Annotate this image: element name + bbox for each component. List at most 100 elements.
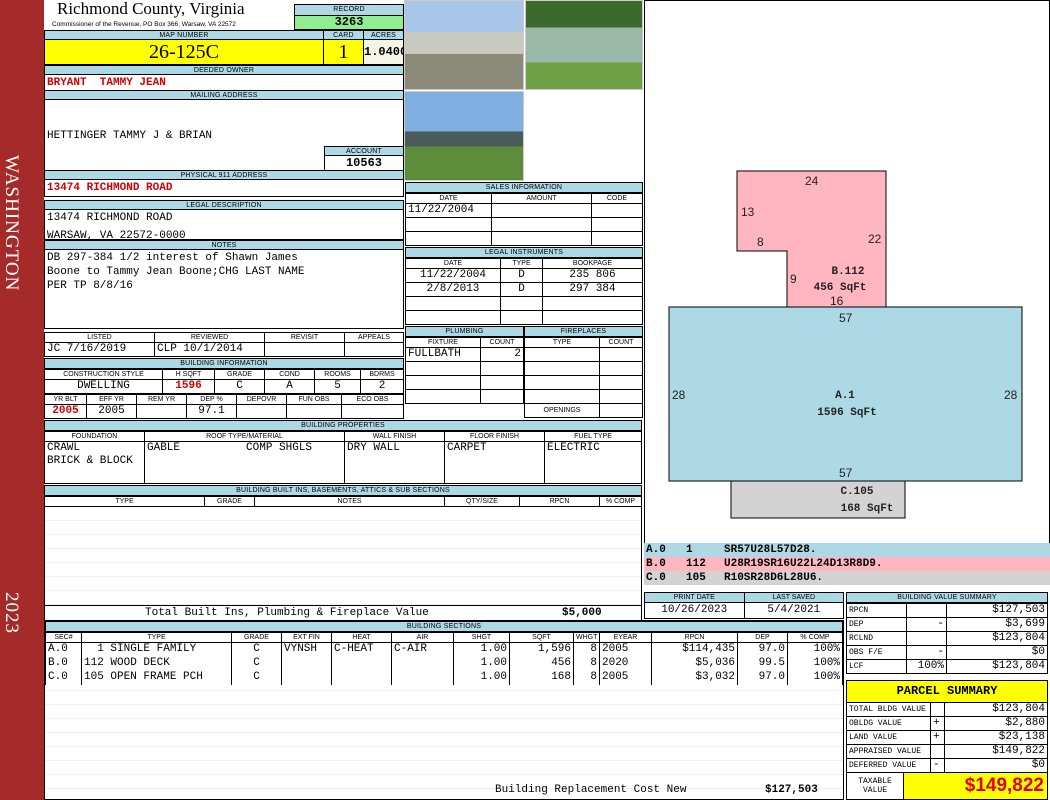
taxable-label: TAXABLE VALUE [846, 772, 904, 800]
sales-row-cell [591, 203, 643, 218]
column-header: SHGT [453, 632, 510, 643]
properties-label: BUILDING PROPERTIES [44, 420, 642, 431]
column-header: SEC# [45, 632, 82, 643]
parcel-summary-row-cell: APPRAISED VALUE [846, 744, 931, 759]
column-header: DEP % [186, 394, 237, 405]
plumbing-row: FULLBATH 2 [405, 347, 524, 362]
sales-row-cell [491, 203, 592, 218]
sections-label: BUILDING SECTIONS [45, 621, 843, 632]
legal-description: 13474 RICHMOND ROAD [44, 209, 404, 240]
sketch-code: 1 [686, 544, 693, 556]
sketch-code: U28R19SR16U22L24D13R8D9. [724, 558, 883, 570]
section-row-cell: 456 [509, 656, 574, 671]
dim-label: 24 [805, 174, 819, 188]
section-area: 1596 SqFt [817, 407, 876, 419]
building-info-value [236, 404, 287, 419]
review-value [264, 342, 345, 357]
value-summary-row-cell: $123,804 [946, 631, 1048, 646]
property-photo-house-front[interactable] [404, 91, 524, 181]
property-value: CRAWL BRICK & BLOCK [44, 441, 145, 484]
sketch-section-a[interactable] [668, 306, 1023, 482]
sales-row [405, 231, 643, 246]
instrument-row-cell [542, 310, 643, 325]
section-row-cell [391, 656, 454, 671]
dim-label: 8 [757, 235, 764, 249]
last-saved-label: LAST SAVED [743, 592, 844, 603]
parcel-summary-row-cell: $2,880 [944, 716, 1048, 731]
print-date-label: PRINT DATE [644, 592, 745, 603]
builtins-total-label: Total Built Ins, Plumbing & Fireplace Va… [145, 607, 429, 619]
section-row: A.0 1 SINGLE FAMILY C VYNSH C-HEAT C-AIR 1.00… [45, 642, 843, 657]
building-info-value: C [214, 379, 265, 394]
value-summary-row: OBS F/E - $0 [846, 645, 1048, 660]
section-row-cell: C-HEAT [331, 642, 392, 657]
plumbing: PLUMBING FIXTURE COUNT FULLBATH 2 [405, 326, 524, 404]
plumbing-row [405, 361, 524, 376]
parcel-summary-title: PARCEL SUMMARY [846, 680, 1048, 703]
review-value: CLP 10/1/2014 [154, 342, 265, 357]
sales-row [405, 217, 643, 232]
sketch-code: 112 [686, 558, 706, 570]
value-summary-row-cell: - [906, 617, 947, 632]
column-header: AMOUNT [491, 193, 592, 204]
value-summary-row-cell: 100% [906, 659, 947, 674]
sketch-code-row: C.0 105 R10SR28D6L28U6. [644, 571, 1050, 585]
section-row-cell: C [231, 642, 282, 657]
instrument-row-cell [405, 296, 501, 311]
value-summary-row-cell: $123,804 [946, 659, 1048, 674]
parcel-summary-row-cell: + [930, 716, 945, 731]
plumbing-row-cell: FULLBATH [405, 347, 481, 362]
sketch-code: 105 [686, 572, 706, 584]
column-header: NOTES [254, 496, 445, 507]
column-header: CODE [591, 193, 643, 204]
sketch-code: C.0 [646, 572, 666, 584]
sales-row-cell [591, 217, 643, 232]
section-row-cell: 168 [509, 670, 574, 685]
value-summary-row-cell [906, 603, 947, 618]
legal-instruments: LEGAL INSTRUMENTS DATE TYPE BOOKPAGE 11/22/… [405, 247, 643, 325]
plumbing-row-cell [480, 375, 524, 390]
plumbing-label: PLUMBING [405, 326, 524, 337]
column-header: QTY/SIZE [444, 496, 520, 507]
builtins-label: BUILDING BUILT INS, BASEMENTS, ATTICS & … [44, 485, 642, 496]
instrument-row-cell: 11/22/2004 [405, 268, 501, 283]
column-header: DEP [737, 632, 788, 643]
dim-label: 9 [790, 272, 797, 286]
instrument-row [405, 296, 643, 311]
column-header: LISTED [44, 332, 155, 343]
parcel-summary-row-cell: + [930, 730, 945, 745]
column-header: FUN OBS [286, 394, 342, 405]
column-header: WALL FINISH [344, 431, 445, 442]
sales-row-cell [491, 231, 592, 246]
section-row-cell: C.0 [45, 670, 82, 685]
dim-label: 57 [839, 311, 853, 325]
column-header: AIR [391, 632, 454, 643]
instrument-row-cell: D [500, 268, 543, 283]
column-header: GRADE [231, 632, 282, 643]
instrument-row [405, 310, 643, 325]
property-photo-shed[interactable] [525, 0, 643, 90]
sketch-codes: A.0 1 SR57U28L57D28. B.0 112 U28R19SR16U22L24… [644, 543, 1050, 585]
column-header: DATE [405, 258, 501, 269]
physical-address: 13474 RICHMOND ROAD [44, 179, 404, 197]
building-sketch[interactable]: 24 13 8 22 9 16 57 57 28 28 B.112 456 Sq… [644, 0, 1050, 544]
fireplaces-label: FIREPLACES [524, 326, 643, 337]
section-row-cell: C-AIR [391, 642, 454, 657]
acres-value: 1.0400 [363, 39, 407, 65]
column-header: BDRMS [360, 369, 404, 380]
sketch-section-c[interactable] [730, 480, 906, 519]
column-header: GRADE [204, 496, 255, 507]
column-header: WHGT [573, 632, 600, 643]
column-header: TYPE [44, 496, 205, 507]
value-summary-row: RCLND $123,804 [846, 631, 1048, 646]
county-title: Richmond County, Virginia [57, 0, 245, 18]
building-info-value: 5 [314, 379, 361, 394]
instrument-row-cell [542, 296, 643, 311]
column-header: DATE [405, 193, 492, 204]
column-header: TYPE [524, 337, 600, 348]
plumbing-row-cell: 2 [480, 347, 524, 362]
building-info-label: BUILDING INFORMATION [44, 358, 404, 369]
property-photo-house-with-truck[interactable] [404, 0, 524, 90]
builtins-section: BUILDING BUILT INS, BASEMENTS, ATTICS & … [44, 485, 642, 621]
plumbing-row-cell [405, 389, 481, 404]
